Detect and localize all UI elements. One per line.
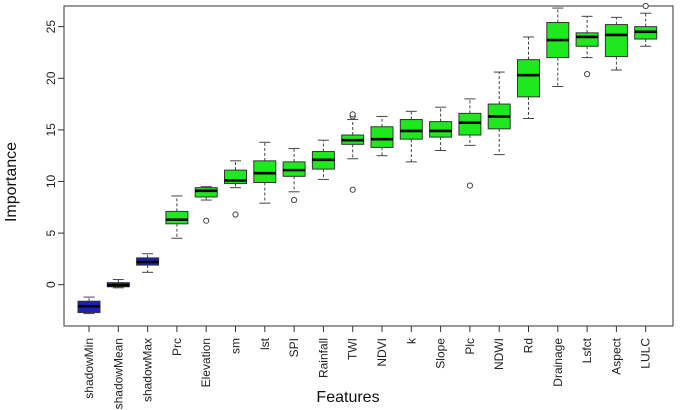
x-tick-label-rd: Rd (522, 338, 536, 353)
box-rd (517, 59, 540, 98)
x-tick-label-sm: sm (229, 338, 243, 354)
x-tick-label-rainfall: Rainfall (316, 338, 330, 378)
x-tick-label-plc: Plc (463, 338, 477, 355)
x-tick-label-shadowmin: shadowMin (82, 338, 96, 399)
box-aspect (604, 24, 628, 58)
x-tick-label-spi: SPI (287, 338, 301, 357)
outlier-spi-0 (291, 196, 298, 204)
x-axis-title: Features (316, 389, 379, 406)
outlier-lsfct-0 (584, 71, 591, 78)
x-tick-label-ndwi: NDWI (492, 338, 506, 370)
y-tick-label-15: 15 (44, 123, 58, 137)
x-tick-label-drainage: Drainage (551, 338, 565, 387)
x-tick-label-shadowmax: shadowMax (141, 338, 155, 402)
box-elevation (194, 187, 218, 198)
box-prc (165, 210, 189, 225)
outlier-twi-2 (349, 111, 356, 118)
x-tick-label-slope: Slope (434, 338, 448, 369)
box-lst (253, 160, 277, 184)
y-tick-label-20: 20 (44, 71, 58, 85)
box-slope (429, 121, 453, 138)
x-tick-label-shadowmean: shadowMean (111, 338, 125, 409)
y-tick-label-5: 5 (44, 229, 58, 236)
outlier-twi-0 (349, 186, 356, 193)
box-lsfct (575, 32, 599, 47)
x-tick-label-lsfct: Lsfct (580, 337, 594, 363)
plot-frame (63, 5, 674, 327)
y-tick-label-25: 25 (44, 20, 58, 34)
outlier-lulc-0 (642, 2, 649, 10)
outlier-sm-0 (232, 211, 239, 218)
x-tick-label-ndvi: NDVI (375, 338, 389, 367)
x-tick-label-twi: TWI (346, 338, 360, 360)
outlier-elevation-0 (203, 217, 210, 224)
y-tick-label-0: 0 (44, 281, 58, 288)
x-tick-label-prc: Prc (170, 338, 184, 356)
x-tick-label-elevation: Elevation (199, 338, 213, 387)
x-tick-label-lulc: LULC (639, 338, 653, 369)
box-k (399, 119, 423, 140)
y-axis-title: Importance (3, 142, 20, 222)
box-ndvi (370, 126, 394, 148)
y-tick-label-10: 10 (44, 174, 58, 188)
box-plc (458, 112, 482, 136)
x-tick-label-lst: lst (258, 337, 272, 350)
plot-area: 0 5 10 15 20 25 shadowMin shadowMean shadowMax Pr… (44, 2, 674, 409)
outlier-plc-0 (466, 182, 473, 189)
x-tick-label-aspect: Aspect (609, 337, 623, 374)
x-tick-label-k: k (404, 337, 418, 344)
